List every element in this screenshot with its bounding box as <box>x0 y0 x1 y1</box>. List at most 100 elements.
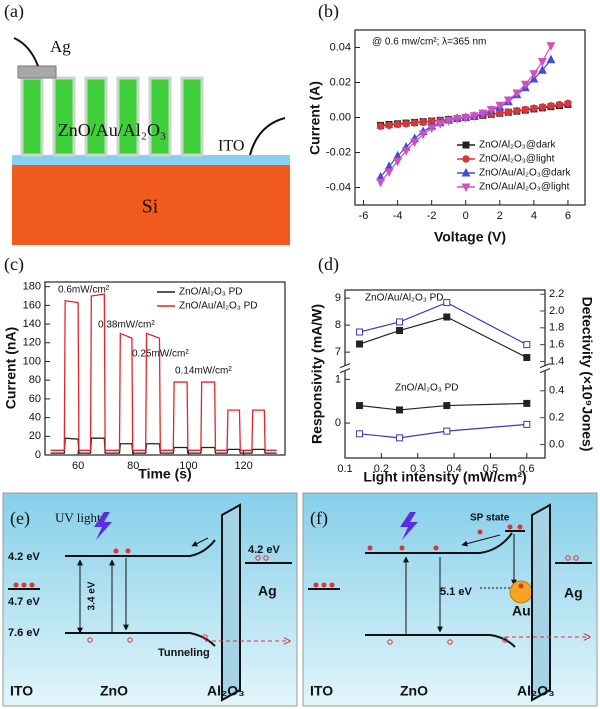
y2-tick-label: 0.0 <box>549 438 564 450</box>
x-tick-label: 0.5 <box>483 463 498 475</box>
panel-label: (f) <box>310 508 328 529</box>
ito-layer <box>12 155 290 165</box>
legend-marker <box>461 183 471 193</box>
y-tick-label: 40 <box>29 412 41 424</box>
series-line <box>359 402 527 411</box>
flow-arrow <box>461 534 501 547</box>
point <box>461 114 471 123</box>
point <box>537 65 547 74</box>
y-tick-label: 8 <box>335 319 341 331</box>
light-label: UV light <box>55 510 101 525</box>
y-tick-label: 0 <box>35 449 41 461</box>
x-tick-label: -6 <box>359 210 369 222</box>
material-label: Ag <box>564 585 583 601</box>
ito-label: ITO <box>218 138 244 155</box>
break-mark <box>339 368 351 374</box>
y2-axis-label: Detectivity (×10⁹Jones) <box>579 297 595 452</box>
point <box>443 299 451 307</box>
point <box>393 120 402 129</box>
y2-tick-label: 2.0 <box>549 305 564 317</box>
process-label: Tunneling <box>158 647 210 659</box>
panel-label: (b) <box>318 1 339 22</box>
panel-label: (a) <box>4 1 24 22</box>
x-tick-label: -2 <box>427 210 437 222</box>
point <box>443 402 451 410</box>
annotation: ZnO/Au/Al₂O₃ PD <box>365 293 444 304</box>
y-tick-label: 0.00 <box>330 111 351 123</box>
y-tick-label: 80 <box>29 374 41 386</box>
electrons <box>13 548 131 588</box>
x-tick-label: 2 <box>497 210 503 222</box>
point <box>356 430 364 438</box>
y-tick-label: 0.04 <box>330 41 351 53</box>
conduction-band <box>365 532 513 554</box>
annotation: 0.14mW/cm² <box>175 366 232 377</box>
point <box>427 124 437 134</box>
point <box>385 121 393 130</box>
point <box>530 104 538 112</box>
material-label: ZnO <box>400 683 428 699</box>
point <box>356 402 364 410</box>
y-tick-label: 9 <box>335 292 341 304</box>
y-tick-label: 180 <box>23 281 41 293</box>
legend-marker <box>462 155 470 163</box>
point <box>469 112 479 121</box>
point <box>435 120 445 129</box>
x-axis-label: Voltage (V) <box>434 229 506 245</box>
y-axis-label: Responsivity (mA/W) <box>309 304 325 444</box>
point <box>393 157 403 167</box>
band-diagram: (e) UV light 4.2 eV 4.7 eV 3.4 eV 7.6 eV… <box>2 492 298 707</box>
break-mark <box>539 363 551 369</box>
point <box>396 318 404 326</box>
level-label: 5.1 eV <box>440 586 472 598</box>
material-label: Al₂O₃ <box>207 683 245 699</box>
point <box>523 420 531 428</box>
x-axis-label: Light intensity (mW/cm²) <box>363 469 526 485</box>
point <box>512 89 522 99</box>
annotation: ZnO/Al₂O₃ PD <box>395 383 459 394</box>
y-tick-label: 60 <box>29 393 41 405</box>
point <box>504 108 513 116</box>
point <box>396 434 404 442</box>
holes <box>87 634 208 643</box>
al2o3-barrier <box>221 503 241 702</box>
point <box>538 103 547 111</box>
uv-bolt <box>94 512 112 540</box>
series-line <box>359 423 527 439</box>
legend-label: ZnO/Al₂O₃@light <box>479 154 555 165</box>
point <box>443 313 451 321</box>
point <box>444 117 454 126</box>
material-label: ITO <box>310 683 333 699</box>
legend-label: ZnO/Au/Al₂O₃@dark <box>479 168 571 179</box>
conduction-band <box>65 539 216 557</box>
point <box>547 102 555 110</box>
legend-label: ZnO/Au/Al₂O₃@light <box>479 182 570 193</box>
y-axis-label: Current (A) <box>307 81 323 155</box>
point <box>564 99 572 108</box>
annotation: 0.25mW/cm² <box>132 349 189 360</box>
legend-label: ZnO/Al₂O₃ PD <box>179 287 243 298</box>
point <box>495 101 505 111</box>
x-tick-label: 0.4 <box>446 463 461 475</box>
point <box>555 100 564 109</box>
x-tick-label: 80 <box>127 460 139 472</box>
nanorod-label: ZnO/Au/Al₂O₃ <box>58 120 167 140</box>
electrons <box>313 524 523 588</box>
point <box>376 122 385 130</box>
y2-tick-label: 1.8 <box>549 322 564 334</box>
particle-label: Au <box>512 603 531 619</box>
point <box>523 341 531 349</box>
al2o3-barrier <box>531 503 551 702</box>
legend-marker <box>462 141 470 149</box>
electron <box>518 583 524 589</box>
y-tick-label: 0 <box>335 417 341 429</box>
ag-electrons <box>565 555 579 561</box>
y-tick-label: 120 <box>23 337 41 349</box>
level-label: 7.6 eV <box>8 627 40 639</box>
wire <box>249 117 286 156</box>
material-label: ZnO <box>100 683 128 699</box>
level-label: 4.2 eV <box>248 544 280 556</box>
material-label: Al₂O₃ <box>517 683 555 699</box>
point <box>402 120 410 128</box>
y-tick-label: 7 <box>335 346 341 358</box>
